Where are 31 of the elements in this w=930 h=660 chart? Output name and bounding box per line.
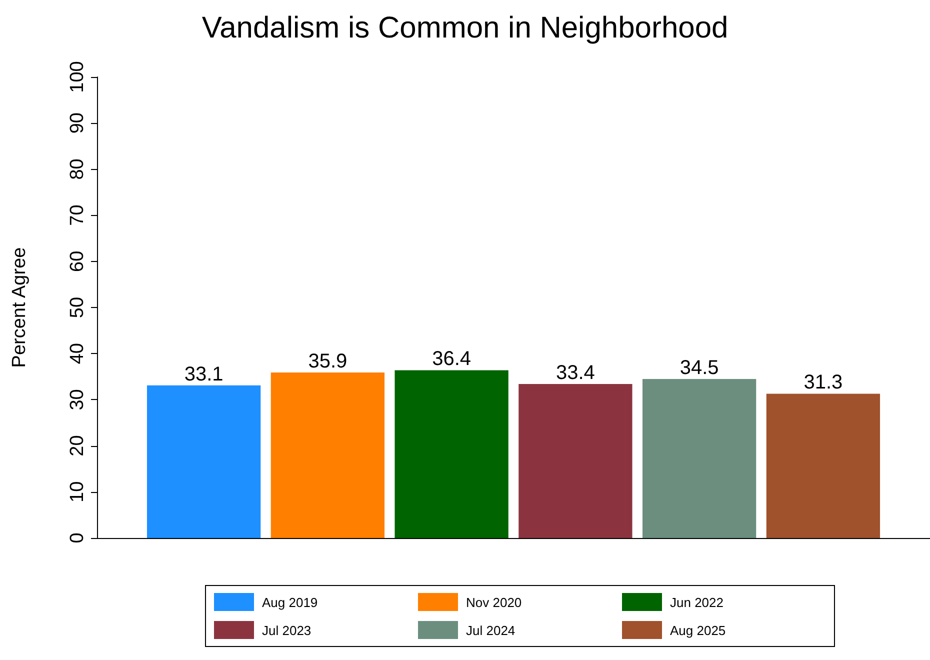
y-axis-title: Percent Agree [9, 247, 30, 368]
data-label: 33.4 [556, 362, 595, 384]
y-tick-label: 70 [67, 204, 88, 226]
y-tick-label: 60 [67, 250, 88, 272]
bar [766, 394, 880, 538]
legend-label: Aug 2019 [262, 594, 318, 610]
data-label: 31.3 [804, 372, 843, 394]
legend-label: Jun 2022 [670, 594, 724, 610]
bar [642, 378, 756, 538]
y-tick-label: 80 [67, 158, 88, 180]
legend-label: Jul 2023 [262, 622, 312, 638]
data-label: 33.1 [184, 363, 224, 386]
bar [394, 370, 508, 538]
y-tick-label: 50 [67, 296, 88, 318]
data-label: 35.9 [308, 350, 348, 372]
bar [146, 385, 261, 538]
bar [518, 384, 632, 538]
y-tick-label: 0 [67, 532, 88, 544]
legend-label: Aug 2025 [670, 622, 726, 638]
legend-label: Nov 2020 [466, 594, 522, 610]
y-tick-label: 30 [67, 389, 88, 410]
bar [270, 372, 385, 538]
data-label: 34.5 [680, 356, 719, 379]
y-tick-label: 90 [67, 112, 88, 134]
y-tick-label: 40 [67, 343, 88, 364]
chart-title: Vandalism is Common in Neighborhood [202, 12, 728, 44]
y-tick-label: 100 [67, 61, 88, 93]
y-tick-label: 10 [67, 481, 88, 502]
data-label: 36.4 [432, 348, 472, 370]
legend-label: Jul 2024 [466, 622, 516, 638]
y-tick-label: 20 [67, 435, 88, 456]
